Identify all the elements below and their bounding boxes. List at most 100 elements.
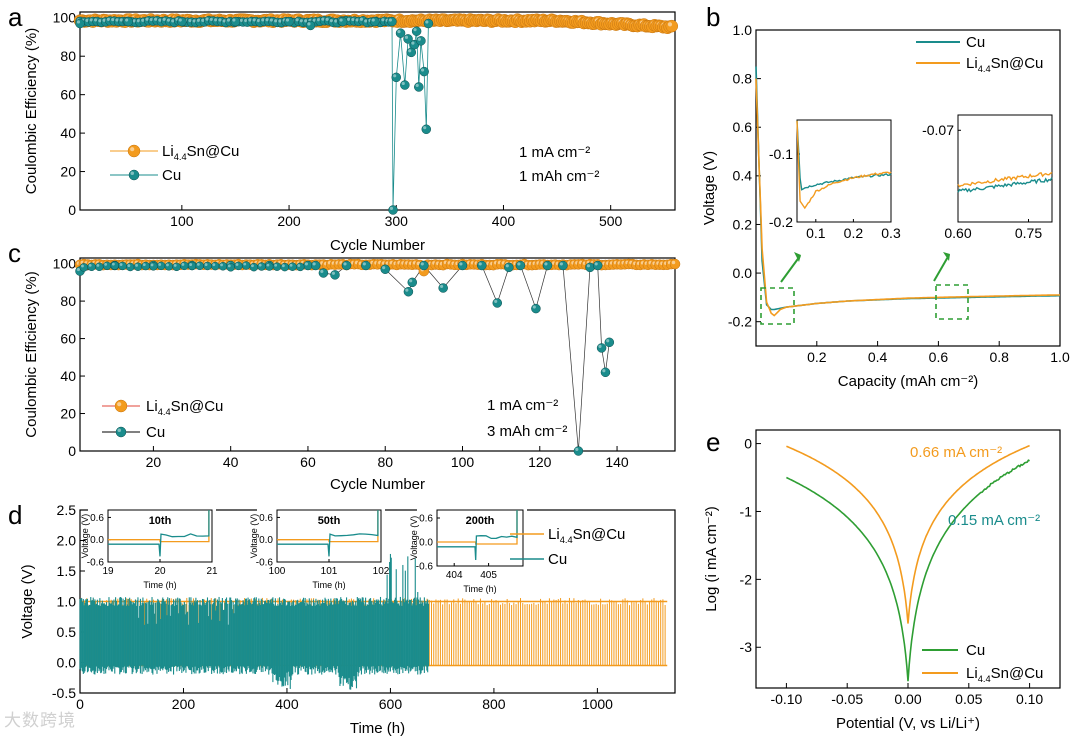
- plot-frame: [79, 11, 676, 211]
- y-tick-label: 1.0: [57, 593, 77, 609]
- data-point-cu-shine: [425, 20, 429, 24]
- zoom-region-1: [760, 287, 795, 325]
- y-tick-label: 0.0: [733, 265, 753, 281]
- data-point-cu-shine: [251, 264, 254, 268]
- data-point-cu-shine: [248, 18, 252, 22]
- y-tick-label: 0: [744, 435, 752, 451]
- inset-series-line: [957, 171, 1053, 188]
- x-tick-label: 20: [154, 566, 166, 577]
- data-point-cu: [177, 16, 187, 27]
- data-point-cu: [341, 260, 352, 271]
- x-tick-label: 300: [385, 213, 409, 229]
- panel-letter-e: e: [706, 427, 720, 457]
- data-point-cu: [133, 262, 143, 271]
- panel-e: -0.10 -0.05 0.00 0.05 0.10 0 -1 -2 -3 Potential (…: [703, 429, 1061, 732]
- inset-line-cu: [437, 510, 518, 561]
- data-point-li44sn: [665, 19, 679, 33]
- data-point-cu-shine: [76, 267, 81, 272]
- data-point-cu-shine: [411, 41, 415, 45]
- data-point-cu-shine: [297, 264, 301, 267]
- data-point-cu-shine: [269, 18, 273, 22]
- data-point-cu-shine: [218, 18, 222, 22]
- y-tick-label: -2: [740, 571, 753, 587]
- data-point-cu-shine: [594, 262, 598, 266]
- data-point-cu-shine: [381, 18, 385, 22]
- x-tick-label: 0.60: [944, 225, 971, 241]
- x-tick-label: 500: [599, 213, 623, 229]
- y-tick-label: -3: [740, 639, 753, 655]
- series-line-cu: [786, 459, 1030, 682]
- data-point-cu-shine: [89, 18, 93, 22]
- data-point-cu-shine: [150, 263, 154, 267]
- data-point-cu-shine: [413, 28, 417, 32]
- x-tick-label: 200: [172, 696, 196, 712]
- x-tick-label: 0.3: [881, 225, 901, 241]
- y-tick-label: -0.1: [769, 146, 793, 162]
- data-point-cu: [75, 18, 85, 29]
- data-point-cu: [558, 260, 568, 271]
- data-point-cu-shine: [544, 262, 548, 266]
- legend-marker-li44sn-shine: [117, 402, 122, 407]
- data-point-cu-shine: [81, 264, 84, 268]
- x-tick-label: 400: [275, 696, 299, 712]
- annotation-capacity: 3 mAh cm⁻²: [487, 423, 567, 440]
- data-point-cu-shine: [266, 263, 270, 267]
- inset-background: [417, 506, 527, 592]
- x-tick-label: 20: [146, 454, 162, 470]
- x-tick-label: 0.10: [1016, 691, 1043, 707]
- legend-label-cu: Cu: [146, 424, 165, 441]
- x-tick-label: 1000: [582, 696, 613, 712]
- inset-title: 200th: [466, 515, 495, 527]
- x-tick-label: 0.8: [989, 349, 1009, 365]
- data-point-cu-shine: [575, 447, 579, 451]
- data-point-cu: [249, 262, 259, 272]
- inset-title: 10th: [149, 515, 172, 527]
- x-tick-label: 0.05: [955, 691, 982, 707]
- data-point-cu-shine: [393, 74, 397, 78]
- x-tick-label: 200: [277, 213, 301, 229]
- plot-frame: [79, 257, 676, 452]
- data-point-cu-shine: [304, 19, 308, 23]
- data-point-cu-shine: [285, 18, 290, 22]
- y-axis-label: Voltage (V): [409, 516, 419, 561]
- data-point-cu-shine: [178, 18, 182, 22]
- panel-d-inset-2: 100 101 102 0.6 0.0 -0.6 Time (h) Voltage (V) 50…: [249, 509, 390, 590]
- data-point-cu-shine: [252, 18, 256, 22]
- data-point-cu: [310, 260, 321, 271]
- data-point-cu: [180, 261, 189, 271]
- y-tick-label: 0.6: [419, 514, 433, 525]
- data-point-cu: [195, 261, 205, 271]
- legend-label-li44sn: Li4.4Sn@Cu: [146, 398, 223, 417]
- data-point-cu-shine: [209, 17, 213, 22]
- data-point-cu: [438, 283, 448, 293]
- y-tick-label: 20: [60, 163, 76, 179]
- panel-letter-a: a: [8, 2, 23, 32]
- data-point-cu-shine: [212, 263, 216, 267]
- data-point-cu-shine: [364, 19, 368, 23]
- data-point-cu: [257, 262, 266, 271]
- data-point-cu-shine: [171, 19, 175, 23]
- data-point-cu-shine: [192, 19, 196, 23]
- data-point-cu-shine: [256, 19, 261, 23]
- legend-label-cu: Cu: [966, 34, 985, 51]
- data-point-cu-shine: [96, 263, 100, 267]
- data-point-cu-shine: [517, 262, 521, 266]
- data-point-cu: [288, 262, 297, 271]
- inset-series-line: [796, 120, 892, 210]
- y-tick-label: 20: [60, 405, 76, 421]
- inset-line-cu: [108, 510, 210, 557]
- data-point-cu: [423, 18, 434, 29]
- y-tick-label: 0.0: [419, 538, 433, 549]
- data-point-cu-shine: [119, 263, 123, 266]
- y-tick-label: 2.0: [57, 532, 77, 548]
- data-point-cu: [411, 26, 422, 36]
- series-line-li44sn: [786, 444, 1030, 624]
- data-point-cu-shine: [201, 18, 205, 22]
- data-point-cu-shine: [261, 18, 265, 22]
- x-axis-label: Cycle Number: [330, 476, 425, 493]
- data-point-cu-shine: [347, 17, 351, 21]
- data-point-cu-shine: [371, 18, 375, 22]
- data-point-cu: [87, 262, 96, 272]
